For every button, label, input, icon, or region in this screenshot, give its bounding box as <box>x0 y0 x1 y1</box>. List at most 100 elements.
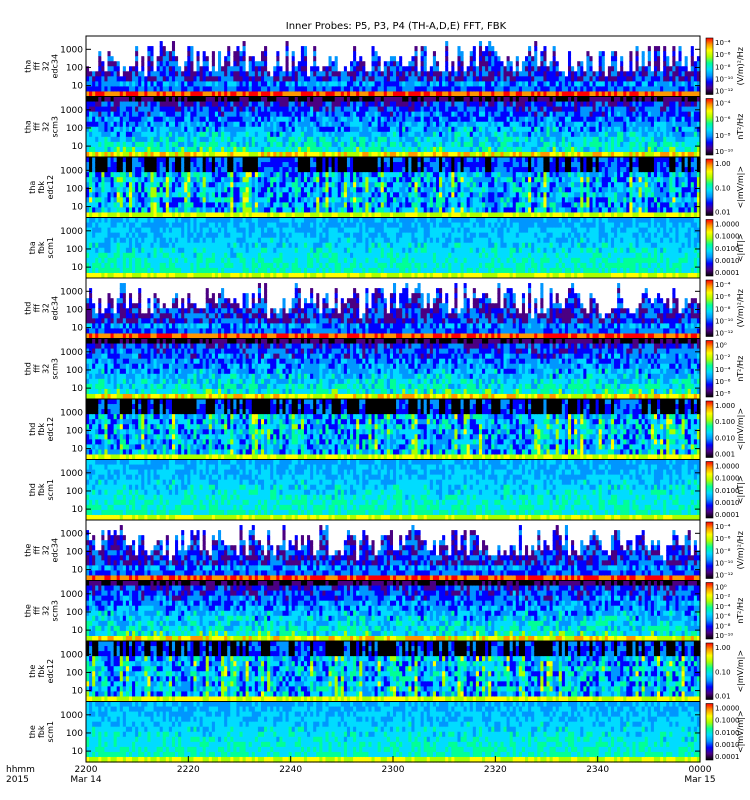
spectrogram-cell <box>586 61 591 67</box>
spectrogram-cell <box>362 76 366 82</box>
spectrogram-cell <box>414 41 419 47</box>
spectrogram-cell <box>607 86 612 93</box>
spectrogram-cell <box>205 76 210 82</box>
spectrogram-cell <box>187 36 191 42</box>
spectrogram-cell <box>193 51 198 57</box>
spectrogram-cell <box>478 91 483 98</box>
spectrogram-cell <box>101 91 106 98</box>
spectrogram-cell <box>156 51 161 57</box>
spectrogram-cell <box>549 81 554 88</box>
spectrogram-cell <box>270 51 274 57</box>
spectrogram-cell <box>521 76 526 82</box>
spectrogram-cell <box>343 61 348 67</box>
spectrogram-cell <box>540 61 545 67</box>
spectrogram-cell <box>153 71 158 77</box>
spectrogram-cell <box>521 36 526 42</box>
spectrogram-cell <box>540 36 545 42</box>
spectrogram-cell <box>607 76 612 82</box>
spectrogram-cell <box>396 61 400 67</box>
spectrogram-cell <box>574 66 578 72</box>
spectrogram-cell <box>92 46 96 52</box>
colorbar-unit: (V/m)²/Hz <box>736 47 745 85</box>
spectrogram-cell <box>128 86 133 93</box>
spectrogram-cell <box>546 86 551 93</box>
spectrogram-cell <box>346 51 351 57</box>
spectrogram-cell <box>525 51 529 57</box>
spectrogram-cell <box>300 71 305 77</box>
spectrogram-cell <box>218 61 222 67</box>
spectrogram-cell <box>316 91 320 98</box>
spectrogram-cell <box>368 51 373 57</box>
spectrogram-cell <box>89 36 93 42</box>
spectrogram-cell <box>555 61 560 67</box>
spectrogram-cell <box>417 71 422 77</box>
spectrogram-cell <box>429 71 434 77</box>
spectrogram-cell <box>457 91 462 98</box>
spectrogram-cell <box>297 91 302 98</box>
spectrogram-cell <box>478 61 483 67</box>
spectrogram-cell <box>288 71 293 77</box>
spectrogram-cell <box>303 76 308 82</box>
spectrogram-cell <box>128 51 133 57</box>
spectrogram-cell <box>202 81 207 88</box>
spectrogram-cell <box>230 36 234 42</box>
spectrogram-cell <box>353 81 357 88</box>
spectrogram-cell <box>488 71 492 77</box>
spectrogram-cell <box>620 81 624 88</box>
spectrogram-cell <box>104 81 109 88</box>
spectrogram-cell <box>362 41 366 47</box>
spectrogram-cell <box>482 61 486 67</box>
spectrogram-cell <box>171 61 176 67</box>
spectrogram-cell <box>264 61 268 67</box>
spectrogram-cell <box>325 41 330 47</box>
spectrogram-cell <box>543 66 548 72</box>
spectrogram-cell <box>386 41 391 47</box>
spectrogram-cell <box>110 36 115 42</box>
spectrogram-cell <box>132 41 136 47</box>
spectrogram-cell <box>356 36 360 42</box>
spectrogram-cell <box>267 51 271 57</box>
spectrogram-cell <box>558 86 563 93</box>
spectrogram-cell <box>260 71 265 77</box>
spectrogram-cell <box>408 51 413 57</box>
spectrogram-cell <box>574 41 578 47</box>
spectrogram-cell <box>442 66 446 72</box>
spectrogram-cell <box>239 36 244 42</box>
spectrogram-cell <box>543 36 548 42</box>
spectrogram-cell <box>211 36 216 42</box>
spectrogram-cell <box>405 81 409 88</box>
spectrogram-cell <box>104 51 109 57</box>
spectrogram-cell <box>589 56 594 62</box>
spectrogram-cell <box>623 36 627 42</box>
spectrogram-cell <box>457 86 462 93</box>
spectrogram-cell <box>242 41 247 47</box>
spectrogram-cell <box>343 41 348 47</box>
spectrogram-cell <box>445 76 449 82</box>
spectrogram-cell <box>273 56 277 62</box>
spectrogram-cell <box>276 41 281 47</box>
spectrogram-cell <box>221 61 225 67</box>
spectrogram-cell <box>125 56 130 62</box>
spectrogram-cell <box>408 41 413 47</box>
spectrogram-cell <box>629 46 634 52</box>
spectrogram-cell <box>478 71 483 77</box>
spectrogram-cell <box>503 61 508 67</box>
spectrogram-cell <box>178 71 182 77</box>
spectrogram-cell <box>393 86 397 93</box>
spectrogram-cell <box>389 61 394 67</box>
spectrogram-cell <box>141 66 145 72</box>
spectrogram-cell <box>236 41 241 47</box>
spectrogram-cell <box>331 36 336 42</box>
spectrogram-cell <box>251 71 256 77</box>
spectrogram-cell <box>230 81 234 88</box>
spectrogram-cell <box>196 76 201 82</box>
spectrogram-cell <box>518 81 523 88</box>
spectrogram-cell <box>552 86 557 93</box>
spectrogram-cell <box>586 56 591 62</box>
spectrogram-cell <box>334 71 339 77</box>
spectrogram-cell <box>316 36 320 42</box>
spectrogram-cell <box>420 91 425 98</box>
spectrogram-cell <box>285 66 290 72</box>
spectrogram-cell <box>181 56 185 62</box>
spectrogram-cell <box>457 51 462 57</box>
